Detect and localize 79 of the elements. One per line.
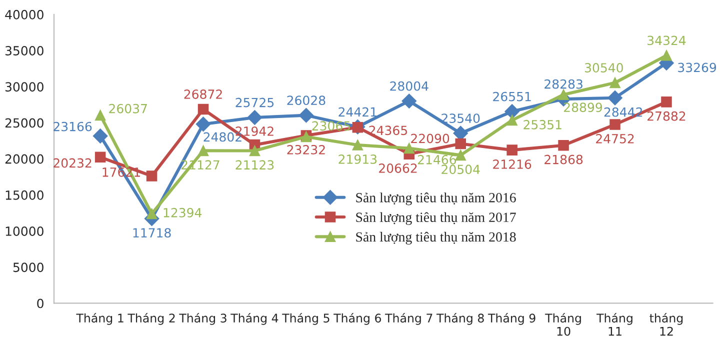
point bbox=[506, 114, 518, 126]
y-tick-label: 15000 bbox=[6, 190, 44, 200]
point bbox=[196, 116, 211, 132]
data-label: 26037 bbox=[109, 104, 147, 114]
data-label: 34324 bbox=[648, 36, 686, 46]
point bbox=[558, 140, 569, 151]
y-tick-label: 0 bbox=[37, 298, 44, 308]
point bbox=[558, 89, 569, 100]
data-label: 30540 bbox=[584, 63, 623, 72]
data-label: 28004 bbox=[390, 81, 428, 91]
data-label: 24752 bbox=[596, 134, 634, 144]
point bbox=[402, 94, 417, 108]
legend-label: Sản lượng tiêu thụ năm 2017 bbox=[356, 212, 516, 225]
data-label: 21216 bbox=[493, 160, 532, 169]
data-label: 11718 bbox=[133, 228, 171, 238]
data-label: 21868 bbox=[544, 154, 583, 164]
x-tick-label: Tháng 10 bbox=[545, 312, 581, 336]
point bbox=[455, 138, 466, 150]
y-tick-label: 5000 bbox=[13, 262, 44, 272]
data-label: 23232 bbox=[287, 144, 325, 154]
data-label: 24421 bbox=[338, 107, 376, 116]
point bbox=[661, 50, 672, 61]
y-tick-label: 35000 bbox=[5, 46, 44, 56]
data-label: 12394 bbox=[164, 208, 202, 218]
data-label: 33269 bbox=[678, 62, 716, 72]
point bbox=[249, 145, 260, 156]
y-tick-label: 30000 bbox=[5, 82, 44, 92]
x-tick-label: Tháng 1 bbox=[76, 312, 124, 325]
x-tick-label: Tháng 3 bbox=[179, 312, 226, 325]
point bbox=[94, 110, 106, 121]
x-tick-label: Tháng 9 bbox=[488, 312, 536, 325]
point bbox=[352, 140, 364, 150]
point bbox=[504, 104, 520, 119]
data-label: 21123 bbox=[236, 160, 274, 170]
point bbox=[94, 152, 106, 163]
point bbox=[610, 77, 620, 88]
point bbox=[455, 150, 466, 161]
y-tick-label: 20000 bbox=[5, 154, 44, 164]
x-tick-label: Tháng 7 bbox=[385, 312, 432, 325]
x-tick-label: Tháng 4 bbox=[230, 312, 278, 325]
y-tick-label: 25000 bbox=[5, 118, 44, 128]
data-label: 20504 bbox=[442, 164, 480, 174]
point bbox=[661, 96, 672, 108]
point bbox=[506, 144, 518, 156]
point bbox=[198, 104, 209, 115]
data-label: 26028 bbox=[287, 96, 326, 106]
point bbox=[608, 90, 622, 106]
point bbox=[404, 142, 415, 154]
legend-label: Sản lượng tiêu thụ năm 2016 bbox=[356, 192, 516, 206]
data-label: 28442 bbox=[604, 107, 642, 117]
data-label: 28899 bbox=[564, 102, 602, 112]
point bbox=[146, 208, 158, 220]
x-tick-label: Tháng 11 bbox=[596, 312, 632, 336]
data-label: 26551 bbox=[493, 92, 531, 102]
data-label: 27882 bbox=[648, 111, 686, 121]
data-label: 21913 bbox=[338, 154, 377, 164]
data-label: 23166 bbox=[54, 122, 92, 132]
point bbox=[298, 108, 314, 123]
point bbox=[92, 128, 108, 144]
x-tick-label: Tháng 6 bbox=[334, 312, 382, 325]
data-label: 28283 bbox=[544, 79, 582, 89]
y-tick-label: 10000 bbox=[6, 226, 44, 236]
x-tick-label: tháng 12 bbox=[650, 312, 683, 336]
y-tick-label: 40000 bbox=[5, 10, 44, 20]
data-label: 20662 bbox=[379, 164, 417, 173]
point bbox=[146, 170, 158, 182]
x-tick-label: Tháng 8 bbox=[436, 312, 484, 325]
data-label: 25351 bbox=[524, 120, 562, 130]
x-tick-label: Tháng 2 bbox=[128, 312, 175, 325]
data-label: 20232 bbox=[54, 158, 92, 168]
data-label: 26872 bbox=[184, 90, 222, 99]
data-label: 21466 bbox=[418, 154, 456, 164]
data-label: 22090 bbox=[411, 134, 450, 144]
legend-label: Sản lượng tiêu thụ năm 2018 bbox=[356, 232, 516, 245]
point bbox=[247, 110, 262, 125]
x-tick-label: Tháng 5 bbox=[282, 312, 330, 325]
point bbox=[198, 145, 209, 156]
data-label: 25725 bbox=[236, 98, 274, 108]
point bbox=[610, 119, 620, 130]
